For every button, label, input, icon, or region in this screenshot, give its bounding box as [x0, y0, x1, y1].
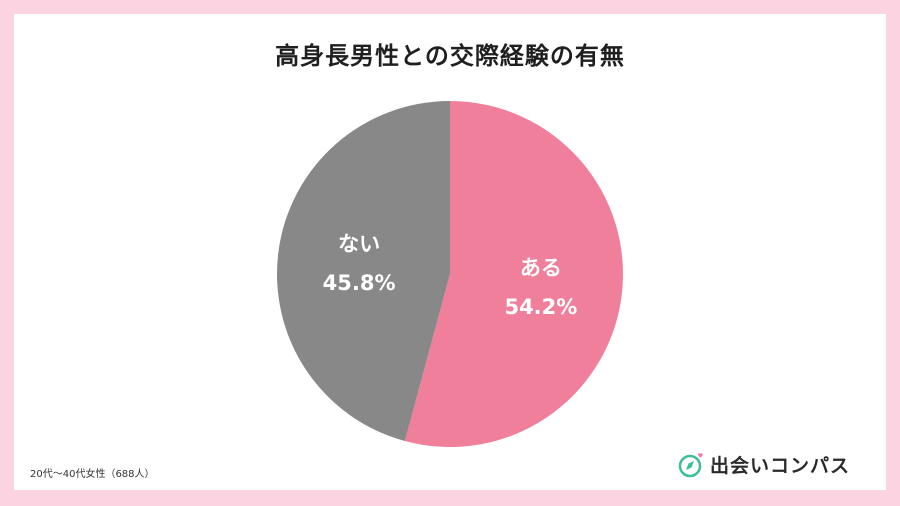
compass-icon — [678, 452, 703, 477]
pie-chart: ある 54.2% ない 45.8% — [277, 101, 623, 447]
footnote: 20代〜40代女性（688人） — [30, 469, 155, 480]
pie-slice-1 — [277, 101, 450, 442]
slice-value-1: 45.8% — [323, 271, 396, 295]
slice-label-1: ない — [338, 232, 380, 256]
chart-card: 高身長男性との交際経験の有無 ある 54.2% ない 45.8% 20代〜40代女性（… — [14, 14, 886, 490]
pie-slice-0 — [404, 101, 623, 447]
slice-label-0: ある — [520, 256, 562, 280]
slice-value-0: 54.2% — [504, 295, 577, 319]
brand-name: 出会いコンパス — [709, 455, 850, 477]
chart-title: 高身長男性との交際経験の有無 — [275, 42, 625, 70]
brand-logo: 出会いコンパス — [678, 451, 850, 478]
